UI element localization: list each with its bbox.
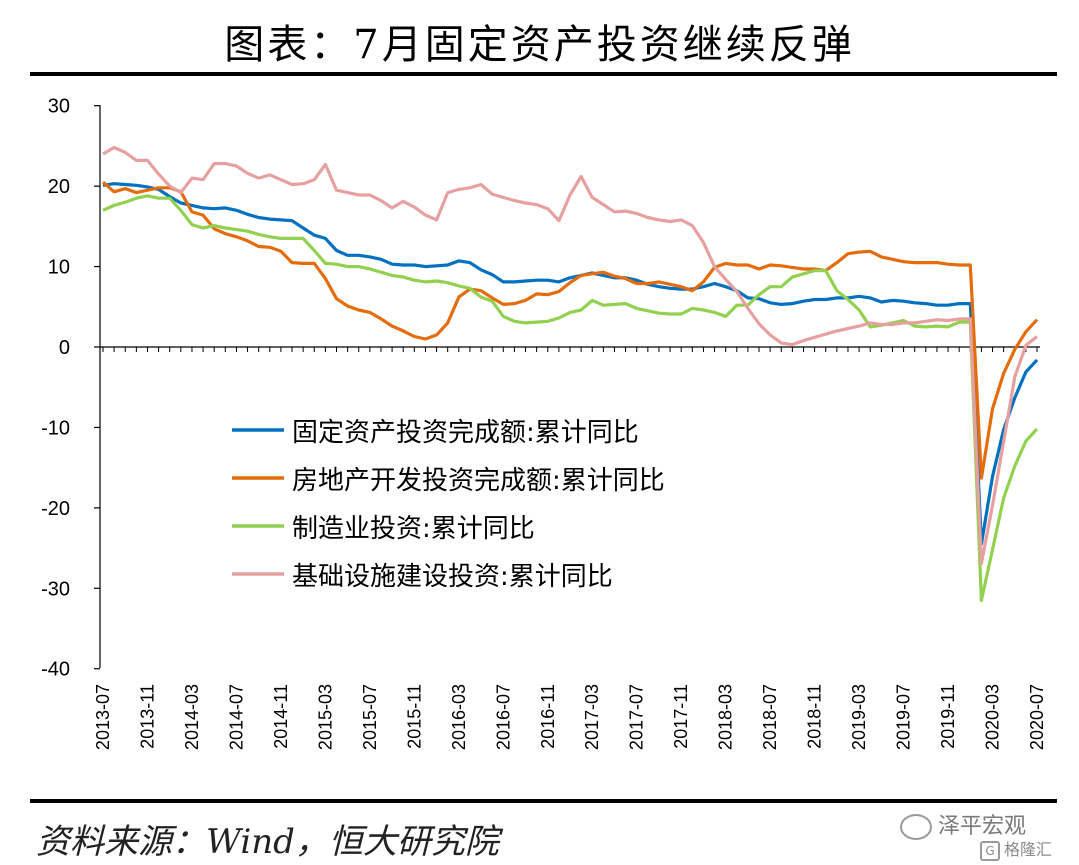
x-tick-label: 2018-07 <box>760 684 780 750</box>
y-tick-label: 20 <box>48 176 70 198</box>
x-tick-label: 2015-07 <box>360 684 380 750</box>
x-tick-label: 2016-11 <box>538 684 558 749</box>
y-tick-label: 30 <box>48 96 70 118</box>
x-tick-label: 2018-03 <box>716 684 736 750</box>
y-tick-label: -10 <box>41 417 70 439</box>
x-tick-label: 2017-03 <box>582 684 602 750</box>
watermark: 泽平宏观 <box>900 808 1026 840</box>
x-tick-label: 2015-03 <box>315 684 335 750</box>
x-tick-label: 2019-03 <box>849 684 869 750</box>
x-tick-label: 2014-07 <box>226 684 246 750</box>
series-line-3 <box>102 194 1039 603</box>
x-tick-label: 2017-11 <box>671 684 691 749</box>
x-tick-label: 2017-07 <box>627 684 647 750</box>
watermark-label: 泽平宏观 <box>938 814 1027 839</box>
x-tick-label: 2019-07 <box>894 684 914 750</box>
series-line-1 <box>102 182 1039 546</box>
y-tick-label: -20 <box>41 498 70 520</box>
watermark-secondary: G 格隆汇 <box>980 836 1052 861</box>
source-note: 资料来源：Wind，恒大研究院 <box>36 822 499 862</box>
watermark-secondary-label: 格隆汇 <box>1004 840 1053 859</box>
legend-label-1: 固定资产投资完成额:累计同比 <box>292 418 639 448</box>
x-tick-label: 2018-11 <box>805 684 825 749</box>
x-tick-label: 2014-11 <box>271 684 291 749</box>
y-tick-label: -40 <box>41 659 70 681</box>
y-tick-label: -30 <box>41 578 70 600</box>
x-tick-label: 2019-11 <box>938 684 958 749</box>
top-rule <box>30 72 1057 76</box>
x-tick-label: 2016-03 <box>449 684 469 750</box>
legend-label-3: 制造业投资:累计同比 <box>292 514 535 544</box>
x-tick-label: 2015-11 <box>404 684 424 749</box>
chart-title: 图表：7月固定资产投资继续反弹 <box>224 22 855 68</box>
y-tick-label: 0 <box>59 337 70 359</box>
x-tick-label: 2014-03 <box>182 684 202 750</box>
series-line-4 <box>102 145 1039 566</box>
x-tick-label: 2020-03 <box>983 684 1003 750</box>
x-tick-label: 2016-07 <box>493 684 513 750</box>
x-tick-label: 2020-07 <box>1027 684 1047 750</box>
x-tick-label: 2013-11 <box>137 684 157 749</box>
y-tick-label: 10 <box>48 257 70 279</box>
legend-label-2: 房地产开发投资完成额:累计同比 <box>292 466 665 496</box>
x-tick-label: 2013-07 <box>93 684 113 750</box>
wechat-icon <box>900 814 932 840</box>
series-line-2 <box>101 180 1039 480</box>
bottom-rule <box>30 799 1057 803</box>
g-logo-icon: G <box>980 841 1000 861</box>
legend-label-4: 基础设施建设投资:累计同比 <box>292 562 613 592</box>
